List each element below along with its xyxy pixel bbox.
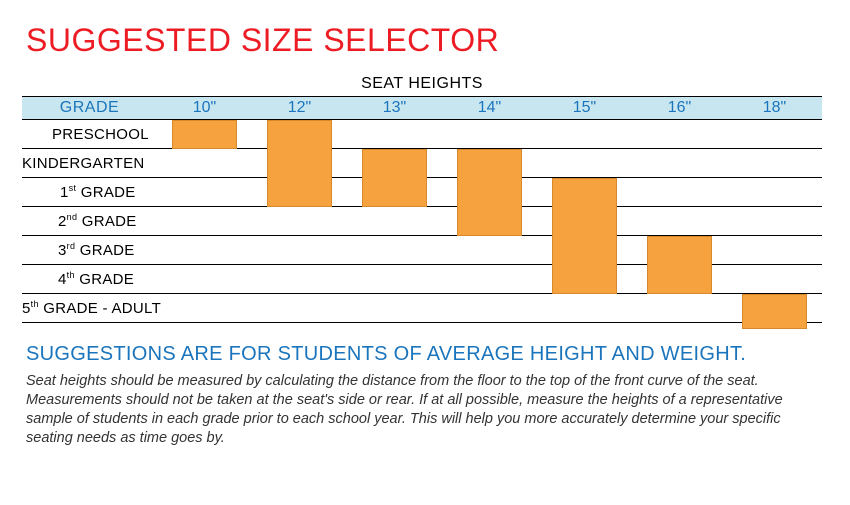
column-header: 15": [537, 97, 632, 119]
column-header: 16": [632, 97, 727, 119]
chart-header-row: GRADE 10"12"13"14"15"16"18": [22, 96, 822, 120]
grade-row: 2nd GRADE: [22, 207, 822, 236]
grade-label: 5th GRADE - ADULT: [22, 299, 157, 317]
column-header: 14": [442, 97, 537, 119]
grade-label: 1st GRADE: [22, 183, 157, 201]
grade-label: 4th GRADE: [22, 270, 157, 288]
grade-label: 3rd GRADE: [22, 241, 157, 259]
grade-row: PRESCHOOL: [22, 120, 822, 149]
grade-row: 1st GRADE: [22, 178, 822, 207]
grade-row: 3rd GRADE: [22, 236, 822, 265]
grade-label: KINDERGARTEN: [22, 155, 157, 172]
suggestions-subhead: SUGGESTIONS ARE FOR STUDENTS OF AVERAGE …: [26, 343, 822, 366]
grade-label: 2nd GRADE: [22, 212, 157, 230]
page-title: SUGGESTED SIZE SELECTOR: [26, 22, 822, 59]
seat-heights-label: SEAT HEIGHTS: [22, 75, 822, 93]
column-header: 18": [727, 97, 822, 119]
grade-row: KINDERGARTEN: [22, 149, 822, 178]
column-header: 10": [157, 97, 252, 119]
grade-header: GRADE: [22, 97, 157, 119]
grade-row: 5th GRADE - ADULT: [22, 294, 822, 323]
grade-label: PRESCHOOL: [22, 126, 157, 143]
size-chart: SEAT HEIGHTS GRADE 10"12"13"14"15"16"18"…: [22, 75, 822, 323]
chart-body: PRESCHOOL KINDERGARTEN 1st GRADE 2nd GRADE 3…: [22, 120, 822, 323]
column-header: 13": [347, 97, 442, 119]
instructions-copy: Seat heights should be measured by calcu…: [26, 372, 816, 449]
column-header: 12": [252, 97, 347, 119]
grade-row: 4th GRADE: [22, 265, 822, 294]
